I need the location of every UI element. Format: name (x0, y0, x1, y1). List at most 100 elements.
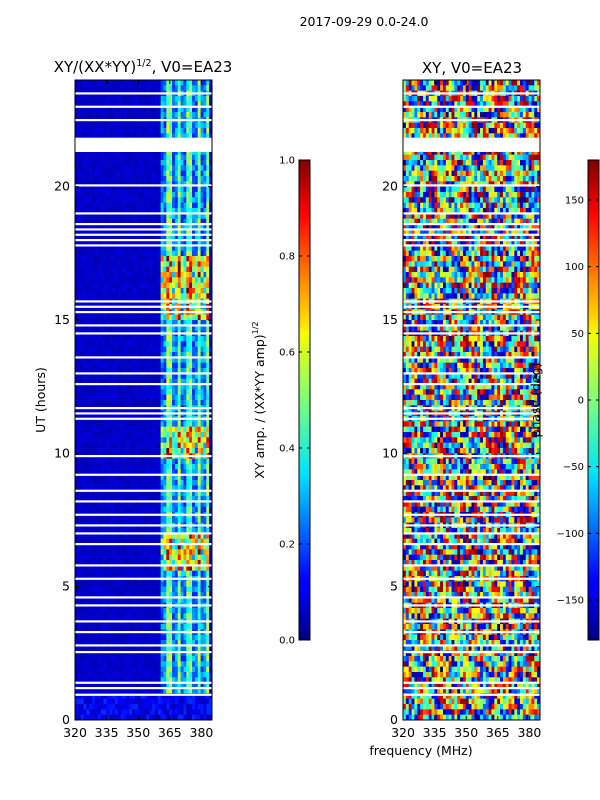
heatmap-cell (103, 101, 107, 108)
heatmap-cell (152, 378, 156, 385)
heatmap-cell (109, 282, 113, 289)
heatmap-cell (160, 181, 164, 188)
heatmap-cell (120, 437, 124, 444)
heatmap-cell (160, 272, 164, 278)
heatmap-cell (186, 368, 190, 374)
heatmap-cell (92, 538, 96, 545)
heatmap-cell (126, 549, 130, 556)
heatmap-cell (114, 613, 119, 620)
heatmap-cell (97, 85, 102, 92)
heatmap-cell (117, 528, 122, 534)
heatmap-cell (112, 192, 116, 198)
heatmap-cell (97, 176, 102, 182)
heatmap-cell (160, 592, 164, 598)
heatmap-cell (112, 469, 116, 476)
heatmap-cell (180, 517, 184, 524)
heatmap-cell (209, 240, 213, 246)
heatmap-cell (149, 277, 153, 284)
heatmap-cell (174, 421, 179, 428)
heatmap-cell (157, 464, 162, 470)
heatmap-cell (134, 501, 139, 508)
heatmap-cell (172, 181, 176, 188)
heatmap-cell (174, 293, 179, 300)
heatmap-cell (129, 517, 133, 524)
heatmap-cell (106, 400, 110, 406)
heatmap-cell (146, 261, 150, 268)
heatmap-cell (137, 341, 142, 348)
heatmap-cell (129, 186, 133, 193)
heatmap-cell (146, 336, 150, 342)
heatmap-cell (134, 549, 139, 556)
heatmap-cell (75, 613, 79, 620)
heatmap-cell (183, 186, 187, 193)
heatmap-cell (183, 218, 187, 225)
heatmap-cell (89, 464, 93, 470)
heatmap-cell (200, 421, 204, 428)
heatmap-cell (174, 442, 179, 449)
heatmap-cell (203, 224, 207, 230)
heatmap-cell (75, 282, 79, 289)
heatmap-cell (129, 218, 133, 225)
heatmap-cell (123, 85, 127, 92)
heatmap-cell (92, 357, 96, 364)
heatmap-cell (186, 149, 190, 156)
heatmap-cell (112, 357, 116, 364)
heatmap-cell (206, 272, 210, 278)
heatmap-cell (129, 133, 133, 140)
heatmap-cell (137, 122, 142, 129)
heatmap-cell (146, 288, 150, 294)
heatmap-cell (169, 101, 173, 108)
heatmap-cell (177, 101, 181, 108)
heatmap-cell (174, 240, 179, 246)
heatmap-cell (97, 101, 102, 108)
heatmap-cell (106, 112, 110, 118)
heatmap-cell (177, 325, 181, 332)
heatmap-cell (100, 352, 104, 358)
heatmap-cell (75, 458, 79, 465)
heatmap-cell (134, 112, 139, 118)
heatmap-cell (103, 581, 107, 588)
heatmap-cell (83, 96, 87, 102)
heatmap-cell (137, 85, 142, 92)
heatmap-cell (112, 85, 116, 92)
heatmap-cell (132, 373, 136, 380)
heatmap-cell (123, 506, 127, 513)
heatmap-cell (177, 320, 181, 326)
heatmap-cell (109, 197, 113, 204)
heatmap-cell (166, 362, 170, 369)
heatmap-cell (157, 586, 162, 593)
heatmap-cell (126, 458, 130, 465)
heatmap-cell (134, 261, 139, 268)
heatmap-cell (140, 240, 144, 246)
heatmap-cell (200, 474, 204, 481)
heatmap-cell (106, 229, 110, 236)
heatmap-cell (123, 357, 127, 364)
heatmap-cell (106, 592, 110, 598)
heatmap-cell (194, 570, 199, 577)
heatmap-cell (152, 154, 156, 161)
heatmap-cell (143, 122, 147, 129)
heatmap-cell (203, 592, 207, 598)
heatmap-cell (180, 202, 184, 209)
heatmap-cell (83, 490, 87, 497)
heatmap-cell (172, 240, 176, 246)
heatmap-cell (77, 224, 82, 230)
heatmap-cell (177, 229, 181, 236)
heatmap-cell (203, 421, 207, 428)
heatmap-cell (177, 474, 181, 481)
heatmap-cell (186, 320, 190, 326)
heatmap-cell (134, 154, 139, 161)
heatmap-cell (123, 314, 127, 321)
heatmap-cell (183, 128, 187, 134)
heatmap-cell (186, 336, 190, 342)
heatmap-cell (149, 442, 153, 449)
heatmap-cell (149, 197, 153, 204)
heatmap-cell (75, 384, 79, 390)
heatmap-cell (140, 218, 144, 225)
heatmap-cell (194, 565, 199, 572)
heatmap-cell (186, 245, 190, 252)
heatmap-cell (149, 234, 153, 241)
heatmap-cell (177, 464, 181, 470)
heatmap-cell (206, 160, 210, 166)
heatmap-cell (189, 560, 193, 566)
